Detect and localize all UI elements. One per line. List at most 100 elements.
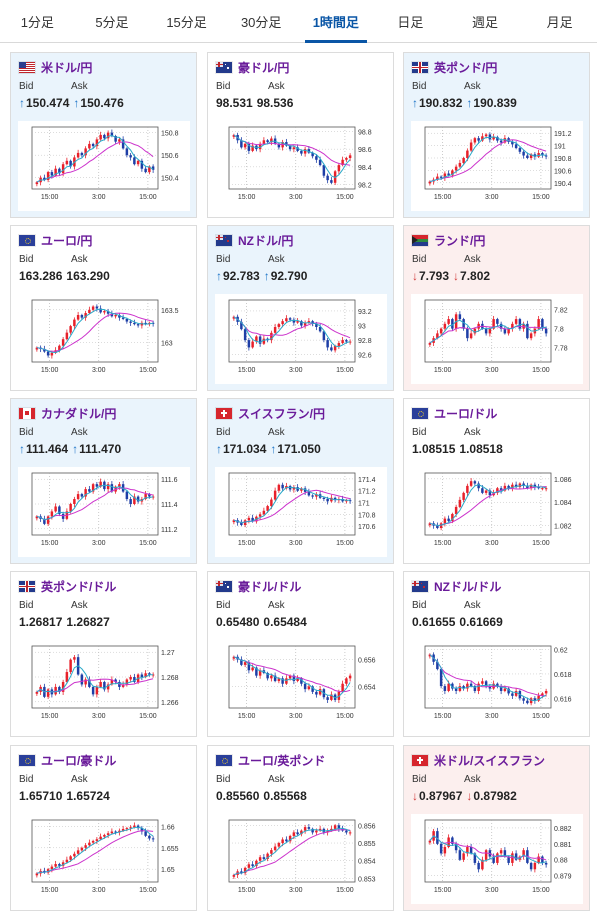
pair-title[interactable]: ユーロ/円: [19, 232, 92, 248]
pair-title[interactable]: 豪ドル/ドル: [216, 578, 301, 594]
rate-card[interactable]: NZドル/ドル Bid Ask 0.61655 0.61669 0.62 0.618 0.61…: [403, 571, 590, 737]
pair-name[interactable]: 豪ドル/円: [238, 60, 290, 75]
ask-label: Ask: [464, 774, 481, 785]
rate-card[interactable]: 英ポンド/ドル Bid Ask 1.26817 1.26827 1.27 1.268 1.26…: [10, 571, 197, 737]
rate-card[interactable]: ユーロ/豪ドル Bid Ask 1.65710 1.65724 1.66 1.655 1.65…: [10, 745, 197, 911]
candle-body: [300, 830, 303, 835]
x-tick-label: 15:00: [41, 194, 59, 201]
bid-label: Bid: [19, 600, 34, 611]
pair-name[interactable]: ランド/円: [434, 233, 486, 248]
candle-body: [88, 143, 91, 149]
rate-card[interactable]: 英ポンド/円 Bid Ask ↑190.832 ↑190.839 191.2 191 190.…: [403, 52, 590, 218]
candle-body: [436, 661, 439, 670]
price-chart[interactable]: 111.6 111.4 111.2 15:00 3:00 15:00: [18, 467, 190, 557]
pair-title[interactable]: 豪ドル/円: [216, 59, 289, 75]
bid-price: 1.08515: [412, 442, 456, 456]
candle-body: [58, 506, 61, 514]
price-chart[interactable]: 150.8 150.6 150.4 15:00 3:00 15:00: [18, 121, 190, 211]
pair-title[interactable]: ランド/円: [412, 232, 485, 248]
pair-title[interactable]: ユーロ/豪ドル: [19, 752, 116, 768]
pair-title[interactable]: 米ドル/スイスフラン: [412, 752, 545, 768]
candle-body: [499, 850, 503, 854]
price-chart[interactable]: 1.27 1.268 1.266 15:00 3:00 15:00: [18, 640, 190, 730]
price-row: 1.08515 1.08518: [412, 442, 503, 456]
rate-card[interactable]: ランド/円 Bid Ask ↓7.793 ↓7.802 7.82 7.8 7.78 15:00 3…: [403, 225, 590, 391]
pair-name[interactable]: ユーロ/円: [41, 233, 93, 248]
candle-body: [311, 828, 314, 833]
pair-title[interactable]: ユーロ/ドル: [412, 405, 497, 421]
pair-name[interactable]: ユーロ/ドル: [434, 406, 498, 421]
candle-body: [447, 319, 450, 324]
price-chart[interactable]: 93.2 93 92.8 92.6 15:00 3:00 15:00: [215, 294, 387, 384]
pair-title[interactable]: NZドル/ドル: [412, 578, 501, 594]
y-tick-label: 111.4: [161, 502, 178, 509]
ask-label: Ask: [464, 81, 481, 92]
tab-1[interactable]: 5分足: [95, 14, 129, 30]
tab-2[interactable]: 15分足: [166, 14, 207, 30]
candle-body: [106, 132, 110, 139]
rate-card[interactable]: 豪ドル/ドル Bid Ask 0.65480 0.65484 0.656 0.654 15:0…: [207, 571, 394, 737]
rate-card[interactable]: 米ドル/円 Bid Ask ↑150.474 ↑150.476 150.8 150.6 150…: [10, 52, 197, 218]
price-chart[interactable]: 191.2 191 190.8 190.6 190.4 15:00 3:00 15:00: [411, 121, 583, 211]
pair-name[interactable]: ユーロ/豪ドル: [41, 753, 117, 768]
price-row: 163.286 163.290: [19, 269, 110, 283]
price-chart[interactable]: 163.5 163 15:00 3:00 15:00: [18, 294, 190, 384]
price-chart[interactable]: 171.4 171.2 171 170.8 170.6 15:00 3:00 15:00: [215, 467, 387, 557]
pair-title[interactable]: カナダドル/円: [19, 405, 116, 421]
pair-name[interactable]: 英ポンド/円: [434, 60, 498, 75]
pair-title[interactable]: 英ポンド/円: [412, 59, 497, 75]
pair-title[interactable]: スイスフラン/円: [216, 405, 325, 421]
price-chart[interactable]: 98.8 98.6 98.4 98.2 15:00 3:00 15:00: [215, 121, 387, 211]
pair-name[interactable]: 英ポンド/ドル: [41, 579, 117, 594]
pair-title[interactable]: 英ポンド/ドル: [19, 578, 116, 594]
price-chart[interactable]: 0.856 0.855 0.854 0.853 15:00 3:00 15:00: [215, 814, 387, 904]
pair-name[interactable]: NZドル/円: [238, 233, 294, 248]
candle-body: [243, 867, 247, 874]
rate-card[interactable]: 米ドル/スイスフラン Bid Ask ↓0.87967 ↓0.87982 0.882 0.8…: [403, 745, 590, 911]
tab-7[interactable]: 月足: [546, 14, 573, 30]
moving-average-short: [429, 835, 547, 864]
price-chart[interactable]: 0.62 0.618 0.616 15:00 3:00 15:00: [411, 640, 583, 730]
pair-title[interactable]: NZドル/円: [216, 232, 293, 248]
rate-card[interactable]: スイスフラン/円 Bid Ask ↑171.034 ↑171.050 171.4 171.2…: [207, 398, 394, 564]
tab-4[interactable]: 1時間足: [299, 0, 374, 43]
candle-body: [499, 488, 503, 491]
rate-card[interactable]: 豪ドル/円 Bid Ask 98.531 98.536 98.8 98.6 98.4 98.2 1…: [207, 52, 394, 218]
tab-3[interactable]: 30分足: [240, 14, 282, 30]
price-chart[interactable]: 0.656 0.654 15:00 3:00 15:00: [215, 640, 387, 730]
price-chart[interactable]: 1.086 1.084 1.082 15:00 3:00 15:00: [411, 467, 583, 557]
candle-body: [91, 686, 95, 695]
tab-0[interactable]: 1分足: [20, 14, 54, 30]
candle-body: [307, 149, 311, 153]
rate-card[interactable]: ユーロ/英ポンド Bid Ask 0.85560 0.85568 0.856 0.855 0.…: [207, 745, 394, 911]
pair-title[interactable]: 米ドル/円: [19, 59, 92, 75]
candle-body: [511, 484, 514, 489]
candle-body: [88, 489, 91, 492]
candle-body: [50, 172, 54, 176]
pair-name[interactable]: スイスフラン/円: [238, 406, 325, 421]
pair-name[interactable]: 米ドル/スイスフラン: [434, 753, 545, 768]
tab-5[interactable]: 日足: [397, 14, 424, 30]
y-tick-label: 190.8: [554, 156, 572, 163]
pair-name[interactable]: ユーロ/英ポンド: [238, 753, 326, 768]
pair-name[interactable]: NZドル/ドル: [434, 579, 502, 594]
rate-card[interactable]: ユーロ/円 Bid Ask 163.286 163.290 163.5 163 15:00 3:…: [10, 225, 197, 391]
candle-body: [496, 683, 499, 687]
moving-average-short: [36, 484, 154, 521]
rate-card[interactable]: カナダドル/円 Bid Ask ↑111.464 ↑111.470 111.6 111.4 1…: [10, 398, 197, 564]
price-chart[interactable]: 7.82 7.8 7.78 15:00 3:00 15:00: [411, 294, 583, 384]
pair-name[interactable]: 米ドル/円: [41, 60, 93, 75]
tab-6[interactable]: 週足: [472, 14, 499, 30]
pair-title[interactable]: ユーロ/英ポンド: [216, 752, 325, 768]
candle-body: [99, 836, 102, 840]
rate-card[interactable]: NZドル/円 Bid Ask ↑92.783 ↑92.790 93.2 93 92.8 92.6…: [207, 225, 394, 391]
price-chart[interactable]: 1.66 1.655 1.65 15:00 3:00 15:00: [18, 814, 190, 904]
candle-body: [522, 850, 525, 857]
price-row: 1.26817 1.26827: [19, 615, 110, 629]
candle-body: [296, 832, 299, 835]
pair-name[interactable]: 豪ドル/ドル: [238, 579, 302, 594]
price-chart[interactable]: 0.882 0.881 0.88 0.879 15:00 3:00 15:00: [411, 814, 583, 904]
pair-name[interactable]: カナダドル/円: [41, 406, 117, 421]
rate-card[interactable]: ユーロ/ドル Bid Ask 1.08515 1.08518 1.086 1.084 1.08…: [403, 398, 590, 564]
candle-body: [84, 679, 87, 685]
